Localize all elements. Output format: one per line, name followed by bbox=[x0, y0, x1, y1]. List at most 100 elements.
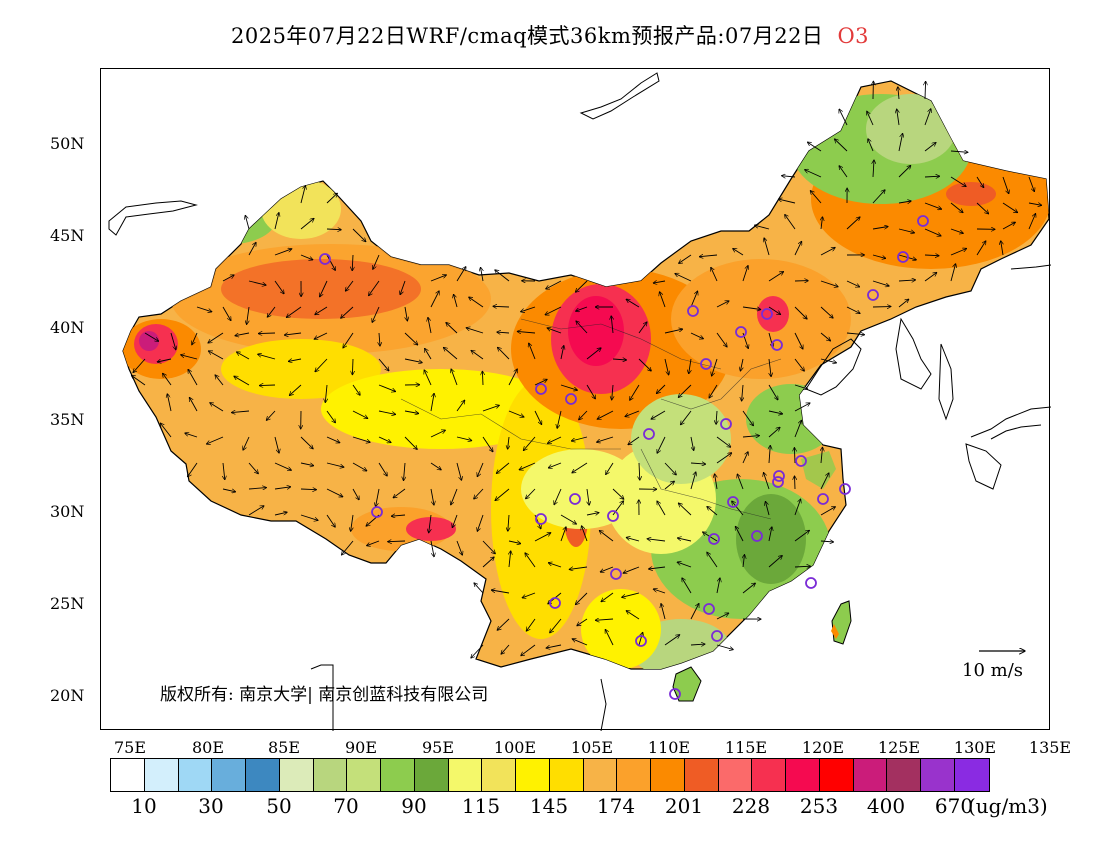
wind-arrow bbox=[612, 359, 627, 360]
wind-arrow bbox=[898, 166, 911, 178]
wind-arrow bbox=[501, 644, 510, 654]
station-marker bbox=[917, 215, 929, 227]
map-title: 2025年07月22日WRF/cmaq模式36km预报产品:07月22日 O3 bbox=[0, 20, 1100, 50]
wind-arrow bbox=[925, 81, 926, 100]
wind-arrow bbox=[575, 280, 588, 292]
station-marker bbox=[867, 289, 879, 301]
wind-arrow bbox=[284, 333, 302, 335]
wind-arrow bbox=[950, 202, 963, 213]
wind-arrow bbox=[675, 274, 692, 282]
wind-arrow bbox=[508, 436, 509, 449]
wind-arrow bbox=[821, 217, 823, 230]
legend-swatch bbox=[921, 759, 955, 791]
copyright-text: 版权所有: 南京大学| 南京创蓝科技有限公司 bbox=[160, 685, 489, 705]
wind-arrow bbox=[711, 267, 718, 282]
wind-arrow bbox=[454, 294, 458, 308]
wind-arrow bbox=[300, 436, 313, 449]
wind-arrow bbox=[451, 488, 458, 505]
legend-label-201: 201 bbox=[664, 794, 704, 818]
wind-arrow bbox=[639, 462, 640, 480]
wind-arrow bbox=[300, 489, 316, 490]
wind-arrow bbox=[651, 410, 666, 419]
wind-arrow bbox=[232, 411, 250, 413]
wind-arrow bbox=[716, 436, 731, 447]
wind-arrow bbox=[352, 410, 368, 419]
wind-arrow bbox=[764, 238, 770, 256]
wind-arrow bbox=[582, 526, 588, 542]
wind-arrow bbox=[517, 331, 536, 333]
wind-arrow bbox=[587, 488, 589, 505]
legend-swatch bbox=[617, 759, 651, 791]
wind-arrow bbox=[768, 527, 772, 542]
wind-arrow bbox=[872, 227, 888, 230]
wind-arrow bbox=[794, 241, 802, 256]
wind-arrow bbox=[611, 316, 613, 334]
wind-arrow bbox=[456, 462, 462, 480]
wind-arrow bbox=[456, 436, 472, 441]
wind-arrow bbox=[647, 539, 666, 541]
coastline-neighbors bbox=[108, 72, 1051, 731]
wind-arrow bbox=[898, 280, 916, 281]
wind-arrow bbox=[733, 249, 744, 256]
station-marker bbox=[805, 577, 817, 589]
wind-arrow bbox=[794, 306, 807, 319]
wind-arrow bbox=[430, 430, 445, 438]
lon-label-85e: 85E bbox=[267, 738, 301, 757]
wind-arrow bbox=[898, 87, 899, 100]
station-marker bbox=[708, 533, 720, 545]
wind-arrow bbox=[288, 359, 302, 361]
wind-arrow bbox=[546, 280, 562, 289]
map-frame[interactable] bbox=[100, 68, 1051, 731]
station-marker bbox=[535, 513, 547, 525]
wind-arrow bbox=[660, 292, 666, 308]
wind-arrow bbox=[743, 555, 745, 568]
wind-arrow bbox=[222, 275, 234, 282]
wind-arrow bbox=[976, 176, 984, 188]
station-marker bbox=[711, 630, 723, 642]
wind-arrow bbox=[681, 410, 692, 425]
wind-arrow bbox=[630, 384, 640, 400]
wind-arrow bbox=[1002, 176, 1009, 194]
wind-arrow bbox=[898, 299, 909, 308]
wind-arrow bbox=[548, 436, 562, 443]
wind-arrow bbox=[266, 410, 276, 420]
wind-arrow bbox=[600, 566, 614, 572]
wind-arrow bbox=[131, 375, 146, 386]
wind-arrow bbox=[215, 375, 224, 386]
wind-arrow bbox=[430, 275, 446, 282]
wind-arrow bbox=[622, 592, 640, 597]
wind-arrow bbox=[163, 373, 172, 386]
wind-arrow bbox=[314, 332, 328, 339]
wind-arrow bbox=[950, 176, 966, 187]
wind-arrow bbox=[258, 354, 276, 360]
wind-arrow bbox=[430, 540, 434, 557]
wind-arrow bbox=[326, 229, 341, 230]
wind-arrow bbox=[950, 228, 963, 233]
wind-arrow bbox=[274, 436, 279, 453]
legend-swatch bbox=[111, 759, 145, 791]
wind-arrow bbox=[712, 358, 718, 376]
lat-label-50n: 50N bbox=[50, 134, 85, 153]
legend-swatch bbox=[178, 759, 213, 791]
wind-arrow bbox=[474, 583, 484, 594]
wind-arrow bbox=[446, 323, 458, 334]
wind-arrow bbox=[259, 385, 276, 386]
wind-arrow bbox=[376, 488, 380, 507]
lon-label-125e: 125E bbox=[877, 738, 921, 757]
wind-arrow bbox=[451, 369, 458, 386]
wind-arrow bbox=[222, 488, 236, 492]
wind-arrow bbox=[477, 514, 484, 531]
wind-arrow bbox=[628, 436, 640, 445]
station-marker bbox=[771, 339, 783, 351]
wind-arrow bbox=[742, 384, 743, 401]
wind-arrow bbox=[839, 166, 848, 178]
wind-arrow bbox=[430, 462, 441, 470]
legend-swatch bbox=[651, 759, 685, 791]
wind-arrow bbox=[557, 410, 562, 428]
wind-arrow bbox=[247, 306, 250, 324]
wind-arrow bbox=[664, 329, 683, 334]
lat-label-45n: 45N bbox=[50, 226, 85, 245]
wind-arrow bbox=[664, 358, 669, 375]
wind-arrow bbox=[471, 644, 484, 658]
lon-label-100e: 100E bbox=[493, 738, 537, 757]
